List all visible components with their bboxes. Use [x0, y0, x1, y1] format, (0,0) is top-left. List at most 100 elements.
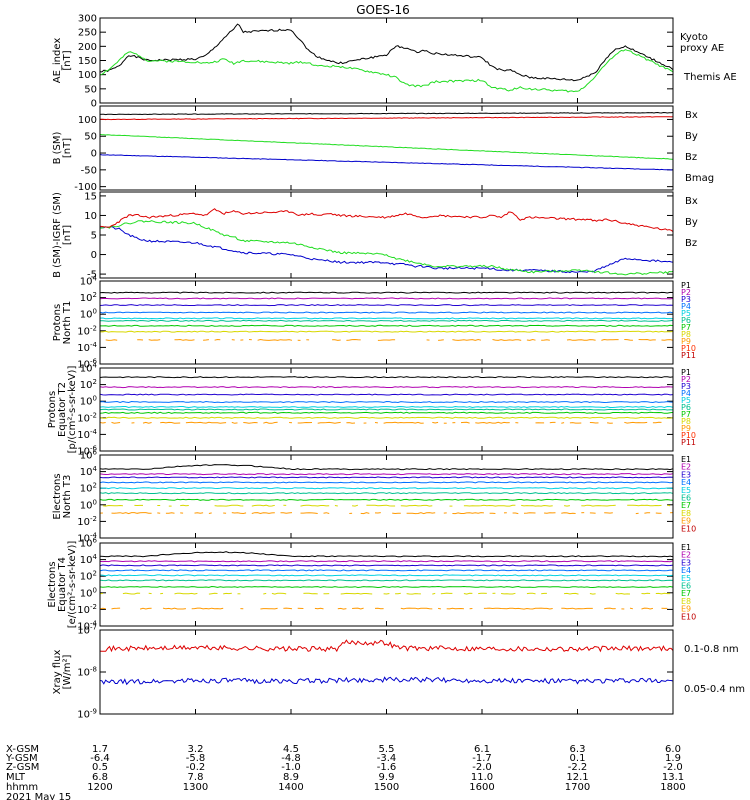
y-tick-label: 200	[78, 42, 97, 53]
flux-channel-p9	[257, 338, 293, 341]
legend-by: By	[685, 131, 698, 142]
panel-frame	[99, 105, 674, 191]
flux-channel-e8	[589, 593, 596, 595]
flux-channel-e8	[655, 592, 671, 595]
flux-channel-p1	[100, 376, 673, 379]
ephemeris-value: 6.1	[474, 744, 490, 755]
legend-p1: P1	[681, 281, 691, 290]
legend-e10: E10	[681, 524, 696, 533]
flux-channel-e9	[111, 607, 121, 610]
legend-bz: Bz	[685, 238, 697, 249]
flux-channel-e7	[100, 498, 673, 501]
series-group	[100, 551, 673, 610]
flux-channel-p9	[452, 338, 482, 341]
y-tick-label: 10-2	[77, 603, 97, 616]
y-tick-label: 5	[91, 231, 97, 242]
flux-channel-p7	[100, 324, 673, 327]
flux-channel-e9	[641, 607, 654, 610]
plot-date: 2021 May 15	[6, 792, 71, 800]
flux-channel-p9	[638, 338, 656, 341]
series-line-0.1-0.8-nm	[100, 639, 673, 653]
flux-channel-e8	[615, 592, 631, 595]
y-tick-label: -5	[87, 270, 97, 281]
flux-channel-e9	[483, 607, 553, 610]
flux-channel-p8	[100, 330, 673, 333]
flux-channel-e1	[100, 551, 673, 558]
y-tick-label: 100	[80, 395, 97, 408]
legend-e5: E5	[681, 574, 691, 583]
flux-channel-e8	[102, 504, 123, 507]
flux-channel-e6	[100, 492, 673, 495]
flux-channel-e9	[314, 607, 324, 610]
flux-channel-e9	[139, 607, 152, 610]
ephemeris-value: 13.1	[662, 772, 684, 783]
flux-channel-p9	[383, 421, 424, 424]
ephemeris-value: -0.2	[186, 762, 206, 773]
legend-p4: P4	[681, 389, 691, 398]
y-tick-label: 104	[80, 275, 98, 288]
flux-channel-p9	[160, 421, 181, 424]
series-line-by	[100, 133, 673, 160]
flux-channel-p2	[100, 297, 673, 300]
flux-channel-e9	[300, 512, 318, 514]
ephemeris-value: 3.2	[188, 744, 204, 755]
y-axis-label: B (SM)	[52, 131, 63, 164]
legend-e3: E3	[681, 558, 691, 567]
flux-channel-p9	[185, 421, 227, 424]
y-axis-label: Electrons	[47, 561, 58, 607]
series-line-kyoto-proxy-ae	[100, 49, 673, 93]
y-tick-label: 10-6	[77, 358, 97, 371]
legend-e5: E5	[681, 486, 691, 495]
y-tick-label: 50	[84, 84, 97, 95]
flux-channel-p1	[100, 291, 673, 294]
legend-e8: E8	[681, 597, 691, 606]
ephemeris-value: 6.8	[92, 772, 108, 783]
ephemeris-value: -6.4	[90, 753, 110, 764]
flux-channel-e9	[400, 607, 433, 610]
flux-channel-p9	[589, 422, 599, 424]
y-axis-label: Protons	[47, 391, 58, 428]
flux-channel-p9	[566, 339, 596, 341]
legend-e10: E10	[681, 612, 696, 621]
legend-e2: E2	[681, 551, 691, 560]
legend-p10: P10	[681, 344, 696, 353]
flux-channel-p9	[243, 421, 258, 424]
flux-channel-p8	[100, 416, 673, 419]
y-axis-label: Equator T2	[57, 382, 68, 437]
y-tick-label: 10-6	[77, 445, 97, 458]
y-axis-label: [p/(cm²-s-sr-keV)]	[67, 366, 78, 454]
panel-ae: AE_index [nT]	[52, 17, 674, 104]
flux-channel-e9	[544, 512, 556, 514]
y-axis-label: AE_index	[52, 38, 63, 84]
flux-channel-e8	[432, 592, 436, 595]
flux-channel-e9	[165, 512, 175, 514]
flux-channel-e9	[561, 607, 593, 610]
flux-channel-e9	[360, 512, 370, 515]
flux-channel-p9	[111, 421, 121, 424]
ephemeris-value: 1.9	[665, 753, 681, 764]
series-line-by	[100, 220, 673, 276]
y-axis-label: [nT]	[62, 225, 73, 245]
flux-channel-e9	[208, 512, 212, 514]
legend-e1: E1	[681, 543, 691, 552]
legend-p6: P6	[681, 316, 691, 325]
legend-p7: P7	[681, 323, 691, 332]
flux-channel-e9	[280, 512, 293, 514]
ephemeris-value: 9.9	[379, 772, 395, 783]
flux-channel-e8	[263, 592, 267, 595]
y-tick-label: 100	[78, 115, 97, 126]
flux-channel-p9	[624, 339, 633, 341]
series-group	[100, 208, 673, 276]
panel-frame	[99, 629, 674, 715]
flux-channel-e8	[271, 592, 287, 595]
flux-channel-e8	[366, 504, 396, 507]
flux-channel-e9	[191, 607, 224, 610]
flux-channel-e9	[251, 512, 275, 515]
legend-p3: P3	[681, 382, 691, 391]
y-tick-label: 102	[80, 482, 97, 495]
y-axis-label: Electrons	[52, 473, 63, 519]
ephemeris-value: -1.0	[281, 762, 301, 773]
legend-e7: E7	[681, 589, 691, 598]
legend-bz: Bz	[685, 152, 697, 163]
flux-channel-p9	[607, 422, 613, 424]
